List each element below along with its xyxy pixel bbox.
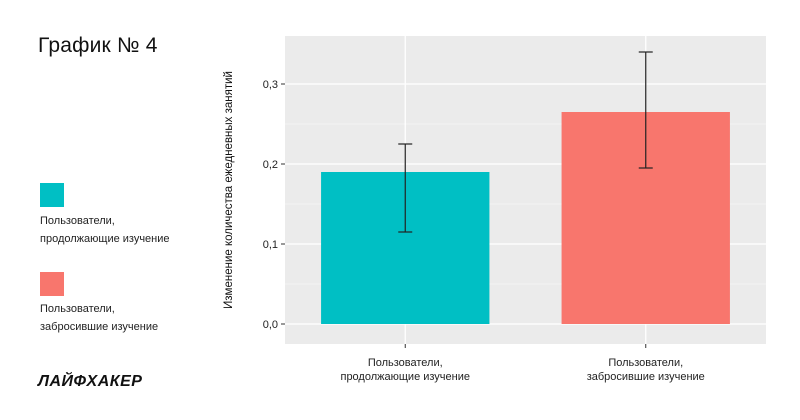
legend-label-abandoned: Пользователи, забросившие изучение bbox=[40, 303, 159, 333]
y-tick-label: 0,1 bbox=[263, 239, 278, 251]
chart-title: График № 4 bbox=[38, 34, 158, 57]
y-tick-label: 0,2 bbox=[263, 159, 278, 171]
y-tick-label: 0,0 bbox=[263, 319, 278, 331]
legend-label-continuing: Пользователи, продолжающие изучение bbox=[40, 215, 170, 245]
brand-logo: ЛАЙФХАКЕР bbox=[38, 373, 143, 390]
y-axis-label: Изменение количества ежедневных занятий bbox=[223, 71, 235, 309]
x-tick-label: Пользователи, продолжающие изучение bbox=[340, 357, 470, 383]
x-tick-label: Пользователи, забросившие изучение bbox=[587, 357, 705, 383]
legend-swatch-continuing bbox=[40, 183, 64, 207]
legend-swatch-abandoned bbox=[40, 272, 64, 296]
bars-layer bbox=[321, 51, 730, 324]
axis-layer: 0,0 0,1 0,2 0,3 Пользователи, продолжающие из… bbox=[223, 71, 705, 383]
y-tick-label: 0,3 bbox=[263, 79, 278, 91]
